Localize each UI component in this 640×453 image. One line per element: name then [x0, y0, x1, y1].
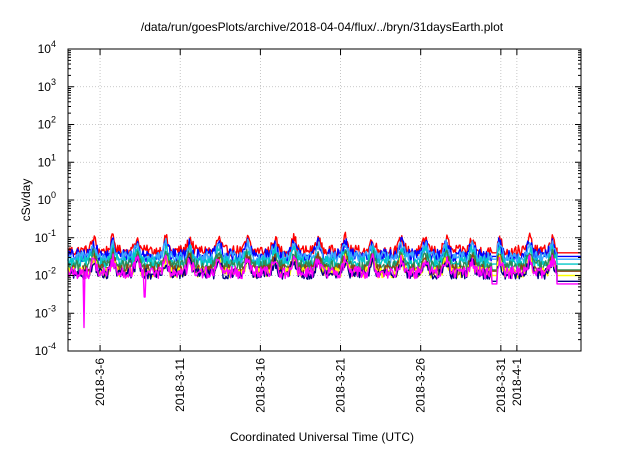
y-tick-label: 102: [38, 115, 56, 132]
series-line-9: [67, 253, 581, 329]
x-tick-label: 2018-3-31: [494, 358, 508, 413]
y-tick-label: 100: [38, 190, 56, 207]
y-axis-label: cSv/day: [19, 179, 33, 222]
x-axis-label: Coordinated Universal Time (UTC): [230, 430, 414, 444]
y-tick-label-base: 10: [35, 306, 49, 320]
y-tick-label-exponent: 2: [51, 115, 56, 125]
y-tick-label-base: 10: [35, 231, 49, 245]
y-tick-label-base: 10: [35, 269, 49, 283]
y-tick-label-base: 10: [38, 42, 52, 56]
y-tick-label-exponent: -4: [48, 341, 56, 351]
y-tick-label-base: 10: [38, 155, 52, 169]
y-tick-label-exponent: -2: [48, 266, 56, 276]
plot-frame: [67, 48, 582, 352]
y-tick-label: 10-3: [35, 303, 56, 320]
y-tick-label-exponent: 3: [51, 77, 56, 87]
y-tick-label-exponent: -3: [48, 303, 56, 313]
x-tick-label: 2018-3-16: [253, 358, 267, 413]
series-layer: [67, 231, 581, 329]
x-tick-label: 2018-3-11: [173, 358, 187, 412]
y-tick-label-base: 10: [35, 344, 49, 358]
y-tick-label: 10-1: [35, 228, 56, 245]
y-tick-label-exponent: 1: [51, 152, 56, 162]
series-line-1: [67, 231, 581, 258]
grid-lines: [68, 49, 581, 351]
x-tick-label: 2018-3-26: [414, 358, 428, 413]
y-tick-label-base: 10: [38, 80, 52, 94]
y-tick-label: 10-2: [35, 266, 56, 283]
y-tick-label: 101: [38, 152, 56, 169]
y-tick-label-base: 10: [38, 193, 52, 207]
y-tick-label-exponent: -1: [48, 228, 56, 238]
x-tick-label: 2018-3-21: [334, 358, 348, 413]
y-tick-label-exponent: 4: [51, 39, 56, 49]
x-tick-label: 2018-4-1: [510, 358, 524, 406]
x-tick-label: 2018-3-6: [93, 358, 107, 406]
y-tick-label: 104: [38, 39, 56, 56]
y-tick-label-base: 10: [38, 118, 52, 132]
y-tick-label: 10-4: [35, 341, 56, 358]
y-tick-label: 103: [38, 77, 56, 94]
y-tick-label-exponent: 0: [51, 190, 56, 200]
chart-title: /data/run/goesPlots/archive/2018-04-04/f…: [141, 20, 504, 34]
x-axis: 2018-3-6 2018-3-11 2018-3-16 2018-3-21 2018-…: [93, 49, 524, 413]
